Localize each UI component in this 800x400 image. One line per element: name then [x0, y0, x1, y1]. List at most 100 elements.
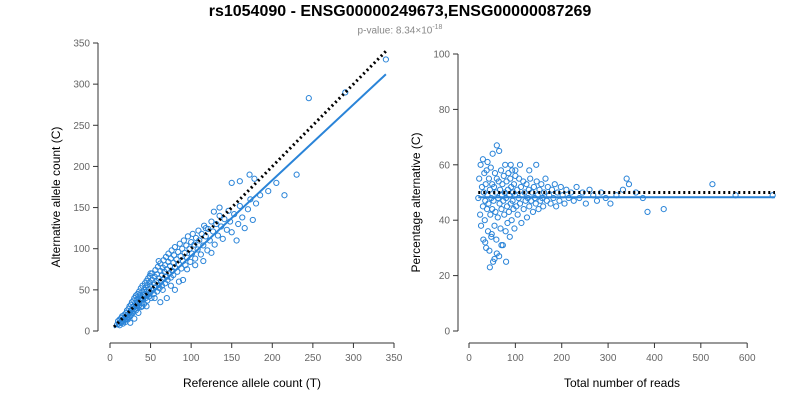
x-tick-label: 350	[386, 353, 403, 364]
data-point	[498, 242, 505, 249]
data-point	[183, 266, 191, 273]
data-point	[151, 294, 158, 302]
data-point	[521, 189, 528, 196]
data-point	[139, 303, 146, 310]
data-point	[497, 167, 505, 174]
data-point	[541, 189, 548, 196]
data-point	[542, 175, 549, 182]
x-tick-label: 500	[692, 353, 709, 364]
data-point	[516, 161, 524, 168]
y-tick-label: 150	[73, 203, 90, 214]
x-tick-label: 200	[553, 353, 570, 364]
data-point	[506, 233, 513, 240]
data-point	[210, 208, 217, 215]
data-point	[502, 228, 509, 235]
data-point	[228, 229, 235, 236]
data-point	[168, 247, 175, 254]
data-point	[481, 217, 488, 224]
data-point	[526, 203, 533, 210]
data-point	[342, 89, 349, 96]
data-point	[196, 237, 203, 244]
data-point	[492, 208, 499, 215]
data-point	[496, 147, 503, 155]
y-tick-label: 80	[439, 105, 451, 116]
data-point	[479, 203, 487, 210]
data-point	[625, 181, 633, 188]
x-tick-label: 600	[739, 353, 756, 364]
data-point	[251, 175, 258, 182]
data-point	[485, 200, 492, 207]
y-tick-label: 50	[79, 285, 91, 296]
data-point	[488, 230, 495, 238]
data-point	[563, 186, 570, 193]
y-tick-label: 300	[73, 80, 90, 91]
p-value-text: p-value: 8.34×10	[357, 25, 433, 37]
data-point	[491, 255, 498, 263]
data-point	[502, 258, 510, 265]
data-point	[529, 208, 537, 215]
right-panel: 0 100 200 300 400 500 600 0 20 40 60 80 100 Total num…	[409, 50, 776, 390]
data-point	[155, 257, 162, 265]
data-point	[147, 270, 154, 277]
data-point	[489, 150, 496, 157]
y-tick-label: 100	[433, 50, 450, 61]
data-point	[518, 219, 525, 227]
x-tick-label: 200	[264, 353, 281, 364]
data-point	[502, 161, 509, 168]
data-point	[159, 286, 166, 293]
data-point	[244, 206, 252, 213]
y-tick-label: 350	[73, 39, 90, 50]
data-point	[145, 285, 153, 293]
data-point	[570, 197, 577, 204]
data-point	[532, 200, 539, 207]
data-point	[548, 186, 556, 193]
p-value-exponent: -18	[432, 24, 443, 31]
data-point	[527, 175, 534, 182]
data-point	[493, 236, 500, 243]
data-point	[249, 216, 256, 224]
left-panel: 0 50 100 150 200 250 300 350 0 50 100 150 200 250 300 3…	[49, 39, 403, 391]
data-point	[504, 219, 511, 227]
data-point	[197, 251, 204, 258]
data-point	[127, 319, 134, 326]
data-point	[184, 233, 191, 240]
data-point	[544, 183, 551, 191]
data-point	[483, 244, 490, 251]
data-point	[216, 204, 223, 211]
data-point	[538, 181, 545, 188]
data-point	[167, 282, 174, 289]
data-point	[553, 203, 560, 210]
y-tick-label: 250	[73, 121, 90, 132]
data-point	[476, 175, 483, 182]
data-point	[526, 167, 533, 174]
data-point	[157, 299, 164, 306]
data-point	[176, 240, 183, 247]
data-point	[482, 239, 489, 246]
data-point	[171, 243, 179, 251]
data-point	[236, 178, 243, 185]
y-tick-label: 0	[444, 327, 450, 338]
data-point	[561, 200, 568, 207]
data-point	[192, 262, 199, 269]
data-point	[192, 255, 199, 262]
data-point	[509, 197, 516, 204]
data-point	[540, 203, 547, 210]
data-point	[194, 246, 201, 253]
data-point	[516, 200, 524, 207]
data-point	[507, 161, 514, 168]
data-point	[482, 197, 489, 204]
data-point	[498, 206, 505, 213]
y-tick-label: 60	[439, 160, 451, 171]
data-point	[510, 181, 518, 188]
data-point	[208, 218, 215, 225]
chart-subtitle: p-value: 8.34×10-18	[0, 24, 800, 36]
data-point	[490, 183, 498, 191]
data-point	[573, 183, 580, 191]
x-tick-label: 100	[183, 353, 200, 364]
data-point	[494, 214, 501, 221]
data-point	[517, 183, 525, 191]
data-point	[607, 200, 614, 207]
data-point	[223, 226, 230, 233]
data-point	[619, 186, 627, 193]
data-point	[233, 237, 240, 244]
